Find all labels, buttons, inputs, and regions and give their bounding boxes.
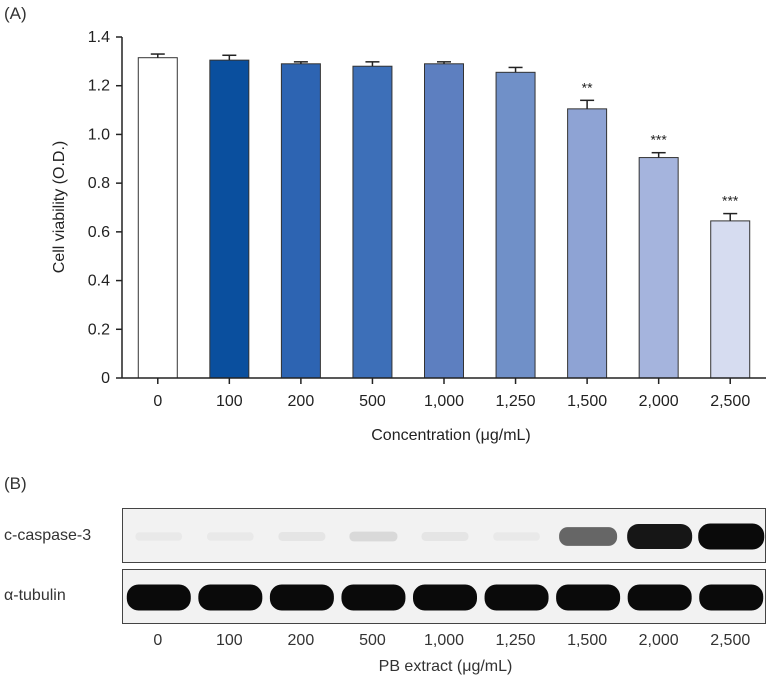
y-tick-label: 0.4 <box>88 273 110 290</box>
blot-band <box>349 531 398 542</box>
blot-lane-label: 1,000 <box>423 632 465 649</box>
y-tick-label: 0.6 <box>88 224 110 241</box>
y-tick-label: 1.4 <box>88 29 110 46</box>
bars-group: ******** <box>137 53 751 379</box>
significance-marker: ** <box>582 79 593 95</box>
y-tick-label: 1.2 <box>88 78 110 95</box>
blot-lane-label: 2,000 <box>638 632 679 649</box>
blot-band <box>269 584 334 611</box>
band-label-tubulin: α-tubulin <box>4 587 66 604</box>
x-tick-label: 1,500 <box>567 393 607 410</box>
bar <box>567 108 608 379</box>
blot-band <box>207 532 254 541</box>
x-axis-label: Concentration (μg/mL) <box>371 427 531 444</box>
blot-band <box>699 584 764 611</box>
x-tick-label: 1,250 <box>496 393 536 410</box>
significance-marker: *** <box>650 132 667 148</box>
y-tick-label: 0.8 <box>88 175 110 192</box>
blot-band <box>341 584 406 611</box>
blot-band <box>278 532 326 541</box>
x-axis: 0 100 200 500 1,000 1,250 1,500 2,000 2,500 <box>122 377 766 410</box>
bar <box>495 71 536 379</box>
x-tick-label: 500 <box>359 393 386 410</box>
y-tick-label: 0 <box>101 370 110 387</box>
blot-band <box>627 584 692 611</box>
bar <box>209 59 250 379</box>
blot-row-caspase <box>122 508 766 563</box>
bar <box>352 65 393 379</box>
blot-band <box>559 527 618 546</box>
blot-band <box>698 523 765 550</box>
blot-band <box>627 523 693 550</box>
blot-band <box>556 584 621 611</box>
x-tick-label: 2,000 <box>639 393 679 410</box>
blot-lane-label: 100 <box>215 632 243 649</box>
bar <box>638 157 679 379</box>
band-label-caspase: c-caspase-3 <box>4 527 92 544</box>
blot-row-tubulin <box>122 569 766 624</box>
bar <box>424 63 464 379</box>
x-tick-label: 100 <box>216 393 243 410</box>
bar <box>710 220 751 379</box>
y-axis-label: Cell viability (O.D.) <box>51 141 68 273</box>
blot-band <box>126 584 191 611</box>
x-tick-label: 200 <box>288 393 315 410</box>
bar <box>137 57 178 379</box>
blot-lane-label: 1,500 <box>567 632 608 649</box>
y-tick-label: 1.0 <box>88 126 110 143</box>
bar <box>280 63 321 379</box>
blot-lane-label: 0 <box>153 632 163 649</box>
blot-band <box>484 584 549 611</box>
blot-band <box>413 584 477 611</box>
blot-lane-label: 200 <box>287 632 315 649</box>
blot-band <box>421 532 469 541</box>
panel-a-label: (A) <box>4 4 27 23</box>
y-axis: 0 0.2 0.4 0.6 0.8 1.0 1.2 1.4 <box>88 29 123 387</box>
x-tick-label: 2,500 <box>710 393 750 410</box>
y-tick-label: 0.2 <box>88 321 110 338</box>
blot-band <box>198 584 263 611</box>
panel-b-label: (B) <box>4 474 27 493</box>
significance-marker: *** <box>722 193 739 209</box>
blot-band <box>135 532 183 541</box>
viability-bar-chart: 00.20.40.60.81.01.21.4 ******** 0 100 200 5… <box>51 29 766 444</box>
blot-lane-label: 2,500 <box>710 632 751 649</box>
blot-lane-label: 500 <box>359 632 386 649</box>
blot-lane-label: 1,250 <box>495 632 536 649</box>
blot-x-axis-label: PB extract (μg/mL) <box>378 658 513 675</box>
blot-band <box>493 532 540 541</box>
x-tick-label: 1,000 <box>424 393 464 410</box>
x-tick-label: 0 <box>153 393 162 410</box>
